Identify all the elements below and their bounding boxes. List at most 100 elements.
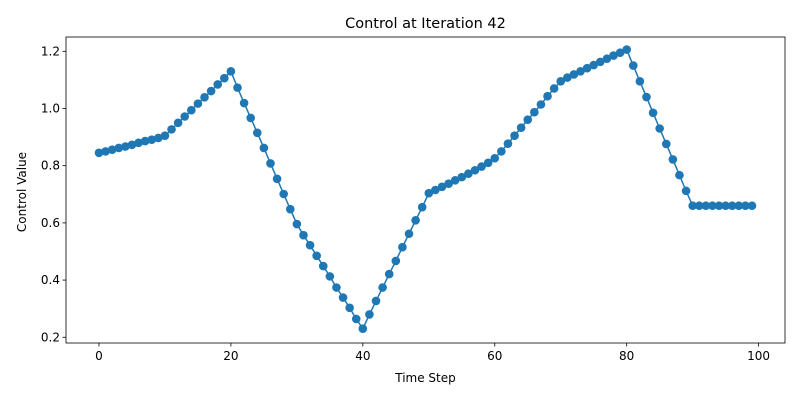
data-point [206,86,216,96]
data-point [688,201,697,211]
data-point [642,92,651,102]
data-point [351,314,361,324]
data-point [437,182,447,192]
data-point [622,45,631,54]
data-point [556,77,566,86]
data-point [107,145,117,154]
data-point [391,256,401,266]
data-point [94,148,104,158]
data-point [681,186,691,196]
data-point [154,133,163,143]
data-point [444,179,453,189]
chart-title: Control at Iteration 42 [345,16,506,32]
data-point [582,63,592,73]
data-point [675,170,684,180]
data-point [384,269,394,279]
y-tick-label: 0.8 [41,159,60,173]
data-point [727,201,737,211]
data-point [457,172,467,182]
x-tick-label: 0 [95,349,103,363]
data-point [503,139,513,148]
data-point [721,201,730,211]
data-point [516,123,526,132]
data-point [668,155,678,164]
x-tick-label: 80 [619,349,634,363]
data-point [292,219,302,229]
data-point [147,135,157,144]
data-point [655,124,664,133]
data-point [661,139,671,149]
data-point [417,202,427,212]
data-point [398,242,407,252]
data-point [701,201,711,211]
data-point [576,67,585,76]
data-point [549,84,559,93]
data-point [101,147,110,156]
data-point [589,60,599,70]
plot-area: 0 20 40 60 80 100 0.2 0.4 0.6 0.8 1.0 1.2 [41,36,786,363]
data-point [741,201,750,211]
data-point [648,108,658,118]
data-point [200,93,209,102]
x-tick-label: 60 [487,349,502,363]
data-point [635,77,645,86]
data-point [285,204,295,214]
data-point [714,201,724,211]
data-point [338,293,348,302]
data-point [134,138,143,148]
data-point [596,57,605,67]
data-point [477,162,486,171]
plot-frame [65,36,786,344]
data-point [252,128,262,138]
data-point [708,201,717,211]
data-point [140,136,150,146]
data-point [299,230,308,240]
data-point [609,51,618,60]
data-point [239,98,249,108]
data-point [345,303,354,313]
data-point [266,159,275,168]
y-tick-label: 0.4 [41,273,60,287]
x-tick-label: 40 [355,349,370,363]
data-point [424,188,434,198]
data-point [734,201,744,211]
data-point [246,113,255,123]
data-point [365,310,374,319]
data-point [569,70,579,79]
data-point [497,147,506,156]
data-point [464,169,473,178]
y-axis-label: Control Value [15,152,29,232]
data-point [187,105,196,115]
x-tick-label: 20 [223,349,238,363]
data-point [226,67,236,76]
data-point [450,175,460,185]
data-point [523,115,533,124]
y-tick-label: 1.0 [41,101,60,115]
data-point [279,189,288,199]
data-point [536,100,546,109]
data-point [615,48,625,58]
data-point [272,174,282,184]
data-point [470,165,480,175]
data-point [628,61,638,70]
data-point [694,201,704,211]
data-point [193,99,203,108]
y-tick-label: 1.2 [41,44,60,58]
data-point [483,158,493,168]
data-point [371,296,381,306]
x-axis-label: Time Step [394,371,456,385]
data-point [411,216,420,225]
data-point [173,118,183,128]
data-point [114,143,124,153]
data-point [431,185,440,195]
data-point [325,272,335,281]
data-point [747,201,757,211]
data-point [127,140,137,150]
data-point [180,112,190,121]
data-point [220,73,229,83]
x-tick-label: 100 [747,349,770,363]
data-point [213,80,223,89]
data-point [543,91,552,101]
